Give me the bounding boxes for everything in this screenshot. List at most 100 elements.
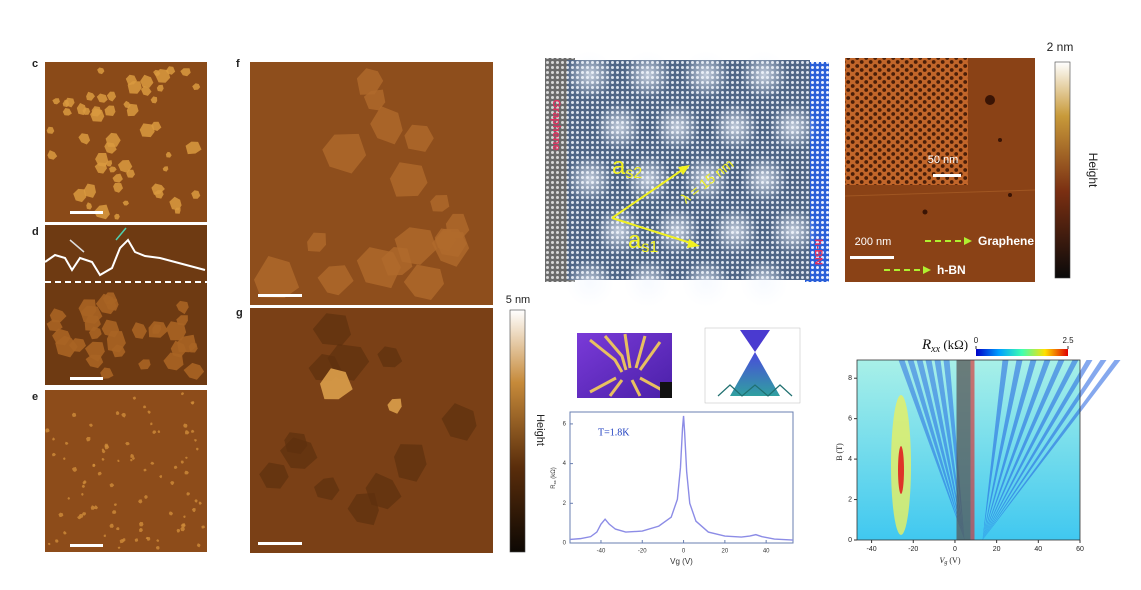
scale-bar	[850, 256, 894, 259]
data-line	[569, 415, 794, 541]
domain	[130, 458, 133, 462]
domain	[104, 105, 116, 116]
domain	[139, 123, 155, 138]
defect	[998, 138, 1002, 142]
scale-label: 50 nm	[928, 154, 959, 166]
domain	[68, 338, 86, 352]
domain	[117, 546, 121, 549]
domain	[109, 523, 114, 528]
panel-label: c	[32, 58, 38, 70]
label-main: R	[921, 337, 931, 353]
domain	[394, 444, 427, 482]
domain	[46, 126, 55, 134]
scale-bar	[70, 377, 103, 380]
domain	[63, 531, 67, 535]
moire-spot	[595, 103, 643, 151]
domain	[163, 352, 184, 371]
defect	[922, 209, 928, 215]
colorbar-max: 5 nm	[506, 294, 530, 306]
label-main: R	[551, 484, 557, 489]
colorbar-title: Rxx (kΩ)	[921, 337, 968, 355]
domain	[159, 475, 163, 479]
domain	[169, 196, 182, 211]
x-tick-label: 0	[953, 546, 957, 553]
domain	[143, 405, 147, 409]
domain	[94, 505, 98, 510]
domain	[103, 534, 106, 538]
domain	[195, 447, 199, 451]
domain	[185, 141, 202, 155]
vector-sub: s2	[625, 165, 642, 182]
domain	[113, 503, 117, 506]
domain	[102, 292, 118, 306]
fan-streak	[982, 360, 1051, 540]
domain	[441, 403, 477, 441]
vector-arrow	[611, 167, 686, 219]
vector-main: a	[628, 227, 642, 254]
domain	[96, 93, 108, 103]
domain	[180, 523, 186, 528]
arrowhead	[687, 239, 700, 248]
domain	[394, 227, 437, 265]
arrowhead	[964, 237, 972, 245]
domain	[254, 256, 300, 298]
afm-domains	[45, 66, 477, 550]
domain	[147, 410, 151, 414]
domain	[186, 492, 191, 496]
domain	[71, 467, 78, 472]
scale-bar	[70, 544, 103, 547]
moire-lattice: Graphene h-BN as2 as1 λ = 15 nm	[545, 51, 829, 307]
domain	[138, 359, 151, 370]
colorbar	[1054, 61, 1071, 279]
domain	[112, 510, 117, 514]
panel-label: g	[236, 307, 243, 319]
domain	[52, 98, 60, 105]
domain	[47, 542, 51, 546]
lattice-label: h-BN	[812, 239, 824, 265]
domain	[363, 89, 386, 111]
domain	[115, 411, 120, 415]
moire-spot	[624, 259, 672, 307]
domain	[183, 423, 188, 428]
domain	[194, 499, 198, 503]
domain	[150, 96, 158, 104]
domain	[112, 173, 123, 183]
x-tick-label: 0	[682, 549, 686, 555]
domain	[201, 525, 206, 529]
domain	[88, 423, 93, 427]
domain	[73, 188, 87, 203]
panel-label: f	[236, 58, 240, 70]
domain	[116, 527, 120, 531]
x-tick-label: 20	[722, 549, 729, 555]
domain	[185, 430, 190, 435]
domain	[152, 324, 162, 334]
fan-streak	[982, 360, 1023, 540]
moire-spot	[682, 259, 730, 307]
domain	[365, 472, 402, 510]
domain	[105, 160, 113, 167]
plot-frame	[569, 411, 794, 544]
afm-moire: 50 nm 200 nm Graphene h-BN	[844, 58, 1036, 282]
domain	[132, 396, 137, 400]
domain	[90, 505, 95, 510]
moire-spot	[595, 207, 643, 255]
label-rest: (kΩ)	[551, 467, 557, 480]
domain	[152, 430, 157, 434]
legend-label: Graphene	[978, 234, 1034, 248]
fan-streak	[982, 360, 1079, 540]
mark	[660, 382, 672, 398]
annotation: T=1.8K	[598, 427, 630, 438]
domain	[312, 313, 351, 346]
domain	[181, 392, 185, 396]
defect	[1008, 193, 1012, 197]
domain	[81, 484, 85, 488]
y-tick-label: 4	[848, 456, 852, 463]
domain	[191, 508, 196, 513]
domain	[97, 67, 105, 75]
domain	[111, 344, 126, 358]
domain	[141, 86, 152, 96]
domain	[130, 454, 135, 458]
moire-spot	[624, 51, 672, 99]
domain	[146, 537, 151, 541]
